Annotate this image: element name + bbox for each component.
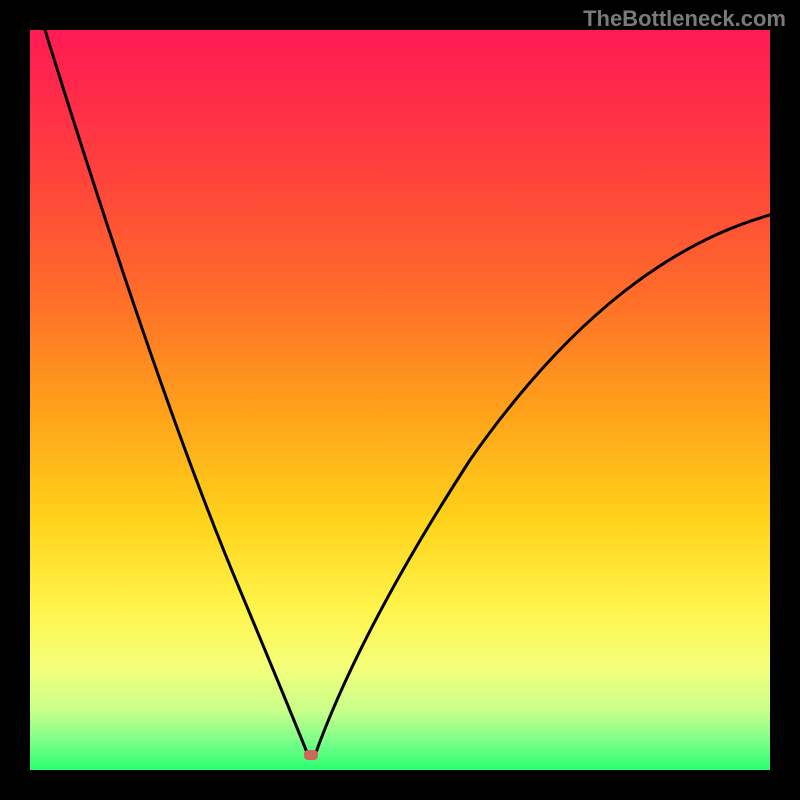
optimal-point-marker bbox=[304, 750, 318, 760]
plot-area bbox=[30, 30, 770, 770]
watermark-text: TheBottleneck.com bbox=[583, 6, 786, 32]
bottleneck-curve bbox=[30, 30, 770, 770]
chart-canvas: TheBottleneck.com bbox=[0, 0, 800, 800]
